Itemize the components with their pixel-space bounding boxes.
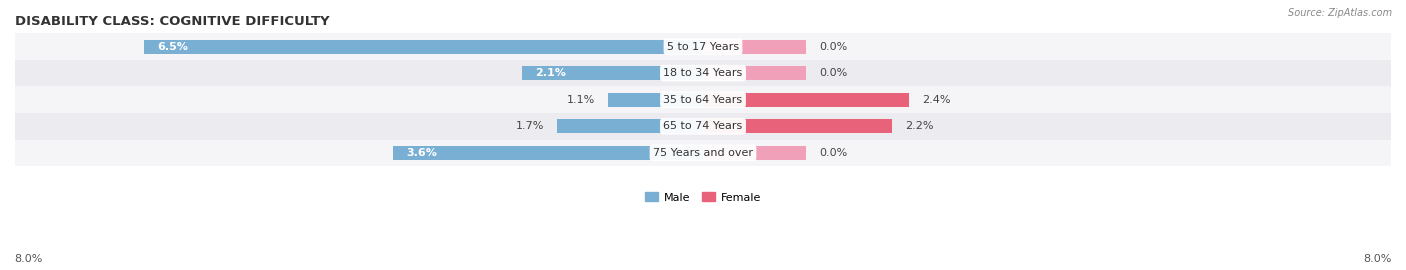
Text: 2.2%: 2.2% — [905, 121, 934, 131]
Text: 8.0%: 8.0% — [1364, 254, 1392, 264]
Bar — [15, 33, 1391, 60]
Text: 0.0%: 0.0% — [820, 42, 848, 52]
Text: 3.6%: 3.6% — [406, 148, 437, 158]
Text: 35 to 64 Years: 35 to 64 Years — [664, 95, 742, 105]
Legend: Male, Female: Male, Female — [641, 188, 765, 207]
Text: 2.1%: 2.1% — [536, 68, 567, 78]
Bar — [15, 60, 1391, 86]
Bar — [703, 93, 910, 107]
Text: 65 to 74 Years: 65 to 74 Years — [664, 121, 742, 131]
Text: 0.0%: 0.0% — [820, 68, 848, 78]
Bar — [609, 93, 703, 107]
Bar — [15, 140, 1391, 166]
Text: 6.5%: 6.5% — [157, 42, 188, 52]
Bar — [523, 66, 703, 80]
Text: 8.0%: 8.0% — [14, 254, 42, 264]
Text: 1.7%: 1.7% — [516, 121, 544, 131]
Bar — [15, 113, 1391, 140]
Bar — [703, 40, 806, 53]
Text: Source: ZipAtlas.com: Source: ZipAtlas.com — [1288, 8, 1392, 18]
Bar — [557, 119, 703, 133]
Text: 1.1%: 1.1% — [567, 95, 596, 105]
Text: 75 Years and over: 75 Years and over — [652, 148, 754, 158]
Text: 2.4%: 2.4% — [922, 95, 950, 105]
Bar — [394, 146, 703, 160]
Bar — [703, 66, 806, 80]
Text: 0.0%: 0.0% — [820, 148, 848, 158]
Text: 18 to 34 Years: 18 to 34 Years — [664, 68, 742, 78]
Text: 5 to 17 Years: 5 to 17 Years — [666, 42, 740, 52]
Bar — [703, 119, 893, 133]
Bar — [15, 86, 1391, 113]
Bar — [703, 146, 806, 160]
Bar — [143, 40, 703, 53]
Text: DISABILITY CLASS: COGNITIVE DIFFICULTY: DISABILITY CLASS: COGNITIVE DIFFICULTY — [15, 15, 329, 28]
